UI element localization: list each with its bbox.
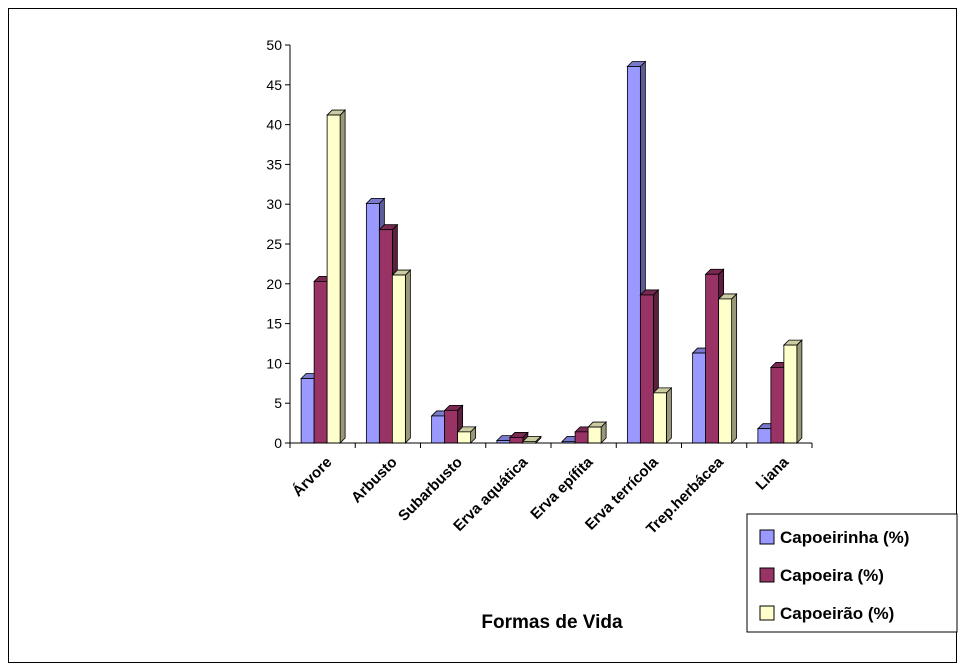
- bar-side: [404, 269, 411, 444]
- bar-front: [574, 431, 589, 444]
- bar-front: [444, 409, 459, 444]
- bar-front: [365, 203, 380, 444]
- bar: [391, 269, 412, 444]
- bar-side: [731, 292, 738, 444]
- y-tick-label: 10: [266, 355, 282, 371]
- bar-front: [300, 378, 315, 444]
- axes-layer: 0 5 10 15 20 25 30 35 40 45 50: [266, 37, 813, 451]
- legend-label: Capoeirão (%): [780, 604, 894, 623]
- bar-front: [326, 114, 341, 444]
- y-tick-label: 45: [266, 77, 282, 93]
- bar-side: [665, 386, 672, 444]
- bar: [782, 339, 803, 444]
- bar-front: [757, 428, 772, 444]
- legend-swatch: [759, 529, 775, 545]
- y-tick-label: 15: [266, 316, 282, 332]
- y-tick-label: 50: [266, 37, 282, 53]
- bar-front: [626, 66, 641, 444]
- bar-front: [587, 426, 602, 444]
- legend-label: Capoeira (%): [780, 566, 884, 585]
- bar-front: [431, 415, 446, 444]
- bar-front: [378, 229, 393, 444]
- y-tick-label: 25: [266, 236, 282, 252]
- legend-swatch: [759, 567, 775, 583]
- y-tick-label: 30: [266, 196, 282, 212]
- legend-label: Capoeirinha (%): [780, 528, 909, 547]
- bar: [326, 109, 347, 444]
- bar-front: [705, 273, 720, 444]
- legend: Capoeirinha (%) Capoeira (%) Capoeirão (%): [746, 513, 958, 633]
- y-tick-label: 40: [266, 117, 282, 133]
- y-tick-label: 0: [274, 435, 282, 451]
- bar-front: [652, 392, 667, 444]
- bar: [587, 421, 608, 444]
- bars-layer: [300, 60, 803, 444]
- bar-front: [313, 281, 328, 444]
- x-axis-title: Formas de Vida: [481, 612, 623, 633]
- bar-front: [457, 431, 472, 444]
- bar: [521, 435, 542, 444]
- bar-front: [692, 352, 707, 444]
- bar-front: [770, 366, 785, 444]
- bar-front: [639, 294, 654, 444]
- bar: [717, 292, 738, 444]
- bar-side: [339, 109, 346, 444]
- bar-front: [391, 274, 406, 444]
- bar-side: [796, 339, 803, 444]
- y-tick-label: 5: [274, 395, 282, 411]
- legend-box: [746, 513, 958, 633]
- bar: [652, 386, 673, 444]
- bar-front: [718, 298, 733, 444]
- legend-swatch: [759, 605, 775, 621]
- y-tick-label: 20: [266, 276, 282, 292]
- bar-front: [509, 437, 524, 444]
- bar-front: [783, 344, 798, 444]
- bar: [456, 425, 477, 444]
- y-tick-label: 35: [266, 156, 282, 172]
